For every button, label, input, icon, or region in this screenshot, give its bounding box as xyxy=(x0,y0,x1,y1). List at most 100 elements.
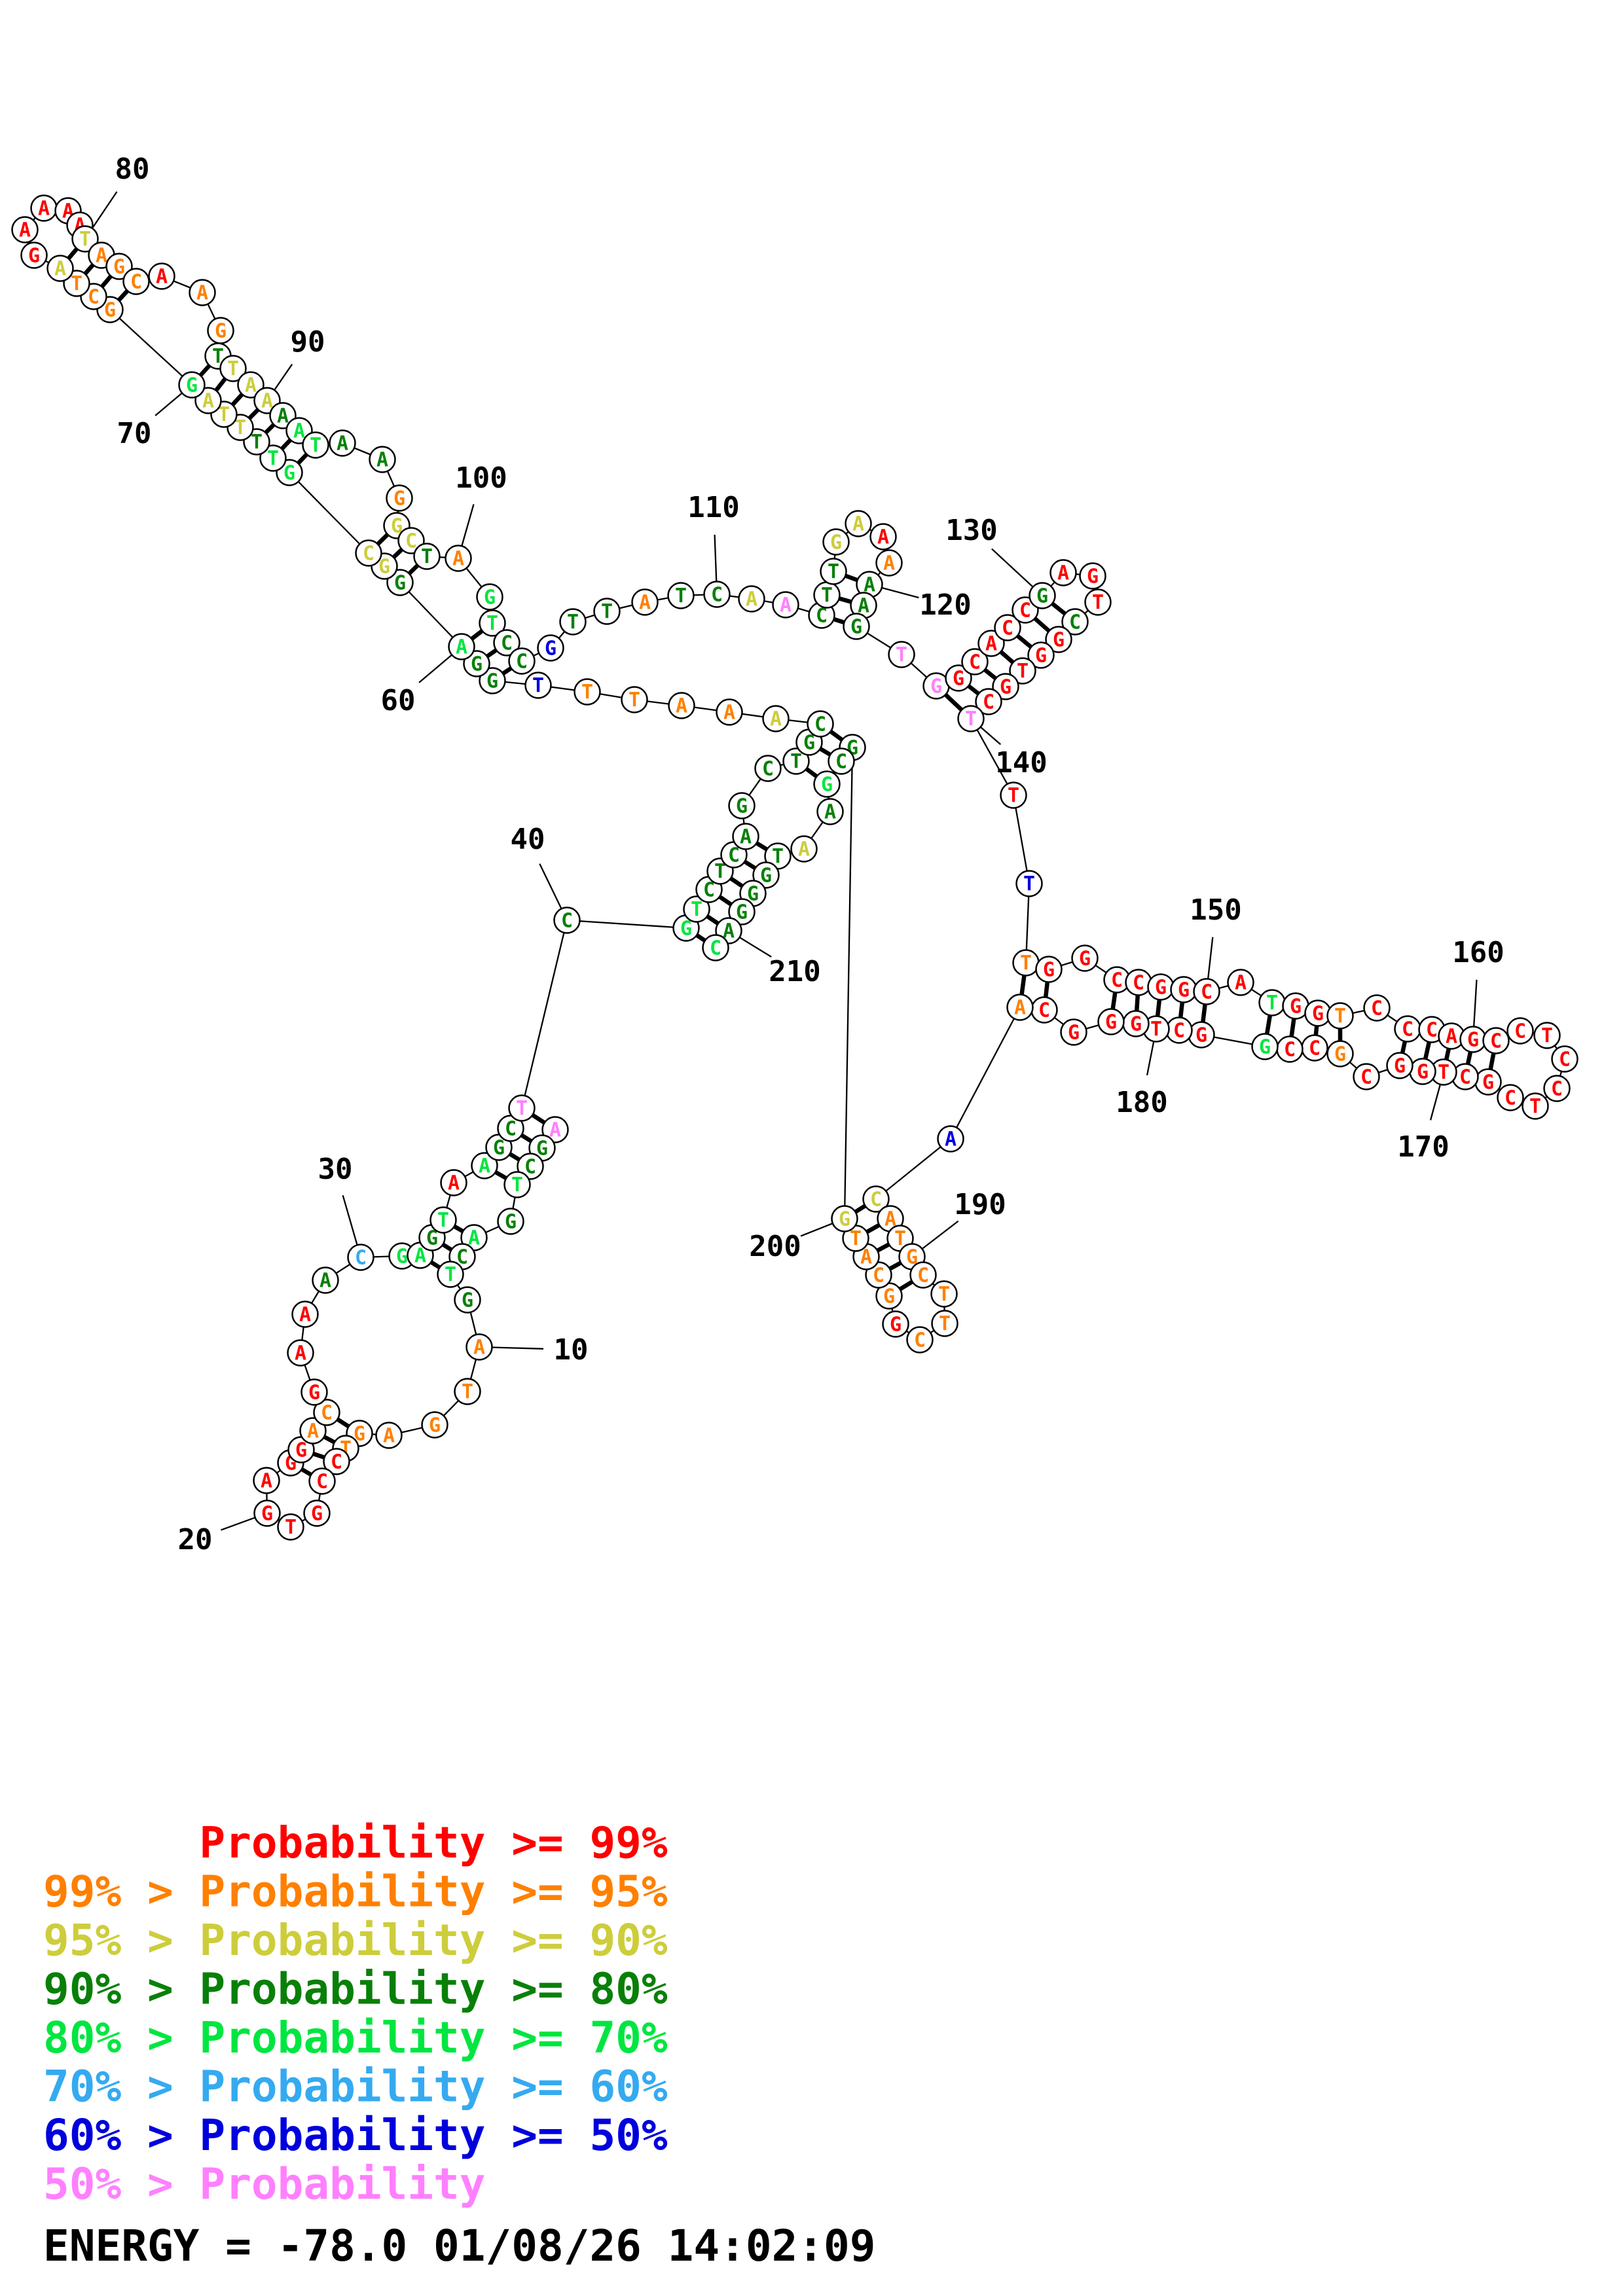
base-circle xyxy=(541,1116,569,1143)
base-node: T xyxy=(1142,1015,1170,1043)
base-circle xyxy=(822,528,850,556)
base-node: C xyxy=(1394,1015,1421,1043)
base-circle xyxy=(1482,1027,1510,1054)
base-node: A xyxy=(465,1333,493,1361)
base-node: C xyxy=(1103,966,1131,994)
base-node: A xyxy=(716,698,743,726)
base-node: G xyxy=(843,613,870,640)
base-letter: A xyxy=(798,838,810,861)
base-letter: C xyxy=(816,605,828,628)
base-letter: A xyxy=(456,636,467,659)
backbone-segment xyxy=(970,718,1015,796)
base-circle xyxy=(716,698,743,726)
base-letter: A xyxy=(883,552,895,575)
base-letter: G xyxy=(760,865,772,888)
base-circle xyxy=(313,1399,340,1426)
base-circle xyxy=(479,609,506,637)
base-circle xyxy=(1061,608,1089,636)
base-node: C xyxy=(1276,1035,1304,1063)
base-letter: C xyxy=(524,1156,536,1179)
base-node: A xyxy=(30,194,58,222)
base-letter: C xyxy=(1559,1049,1571,1071)
base-letter: T xyxy=(850,1228,862,1251)
base-node: G xyxy=(301,1378,328,1406)
base-node: A xyxy=(369,446,396,473)
base-node: C xyxy=(1551,1045,1578,1073)
base-node: G xyxy=(1188,1021,1215,1049)
base-circle xyxy=(816,798,844,825)
base-node: C xyxy=(323,1448,350,1475)
position-label: 10 xyxy=(554,1333,589,1367)
base-circle xyxy=(105,253,133,280)
base-node: A xyxy=(732,823,759,850)
legend-row: 95% > Probability >= 90% xyxy=(43,1915,668,1965)
base-node: C xyxy=(308,1467,336,1495)
base-circle xyxy=(1326,1040,1354,1067)
base-node: G xyxy=(454,1286,481,1314)
base-node: A xyxy=(329,429,356,457)
base-node: G xyxy=(1045,626,1072,653)
base-letter: G xyxy=(1417,1061,1429,1084)
base-circle xyxy=(429,1206,457,1234)
base-letter: T xyxy=(828,561,839,584)
base-letter: A xyxy=(676,695,687,718)
base-letter: C xyxy=(1490,1030,1502,1053)
base-letter: G xyxy=(493,1137,505,1160)
base-letter: T xyxy=(938,1283,950,1306)
base-circle xyxy=(831,1205,858,1232)
base-node: T xyxy=(1000,781,1027,809)
base-node: G xyxy=(728,792,756,819)
base-circle xyxy=(762,705,790,732)
base-circle xyxy=(497,1208,524,1235)
base-letter: G xyxy=(545,637,556,660)
base-node: G xyxy=(287,1436,315,1463)
base-node: C xyxy=(702,934,729,961)
base-circle xyxy=(574,678,601,706)
base-node: C xyxy=(1353,1063,1380,1090)
base-circle xyxy=(1035,956,1063,983)
base-node: A xyxy=(460,1224,488,1251)
base-circle xyxy=(437,1261,464,1288)
base-letter: G xyxy=(1105,1011,1117,1034)
base-letter: C xyxy=(130,271,142,294)
base-node: T xyxy=(259,444,287,472)
base-letter: G xyxy=(1000,676,1012,699)
base-circle xyxy=(476,583,503,611)
base-node: G xyxy=(476,583,503,611)
base-letter: T xyxy=(532,675,544,698)
base-letter: T xyxy=(1020,952,1032,975)
base-circle xyxy=(1326,1002,1354,1030)
base-circle xyxy=(308,1467,336,1495)
backbone-segment xyxy=(949,1007,1021,1139)
base-letter: C xyxy=(703,879,715,902)
base-circle xyxy=(440,1169,467,1196)
base-node: G xyxy=(1097,1008,1125,1035)
energy-footer: ENERGY = -78.0 01/08/26 14:02:09 xyxy=(43,2221,876,2271)
energy-text: ENERGY = -78.0 01/08/26 14:02:09 xyxy=(43,2221,876,2271)
base-letter: G xyxy=(736,901,748,924)
base-letter: T xyxy=(267,448,279,471)
base-letter: G xyxy=(391,515,403,538)
base-circle xyxy=(977,630,1005,657)
base-circle xyxy=(828,747,855,775)
base-node: A xyxy=(790,835,818,863)
position-label: 120 xyxy=(919,588,971,622)
base-letter: C xyxy=(405,530,417,553)
base-circle xyxy=(1097,1008,1125,1035)
base-circle xyxy=(301,1378,328,1406)
base-letter: A xyxy=(860,1246,872,1269)
base-node: G xyxy=(1060,1018,1087,1046)
base-node: A xyxy=(440,1169,467,1196)
base-letter: C xyxy=(331,1451,342,1474)
base-letter: G xyxy=(1482,1071,1494,1094)
base-letter: A xyxy=(54,258,66,281)
base-circle xyxy=(1506,1017,1534,1045)
base-circle xyxy=(553,906,581,934)
base-node: G xyxy=(537,634,564,662)
base-letter: C xyxy=(917,1265,929,1287)
base-letter: A xyxy=(38,198,50,221)
backbone-segment xyxy=(1012,795,1030,884)
base-circle xyxy=(875,549,903,577)
base-node: T xyxy=(764,842,792,870)
legend-row: 60% > Probability >= 50% xyxy=(43,2110,668,2161)
